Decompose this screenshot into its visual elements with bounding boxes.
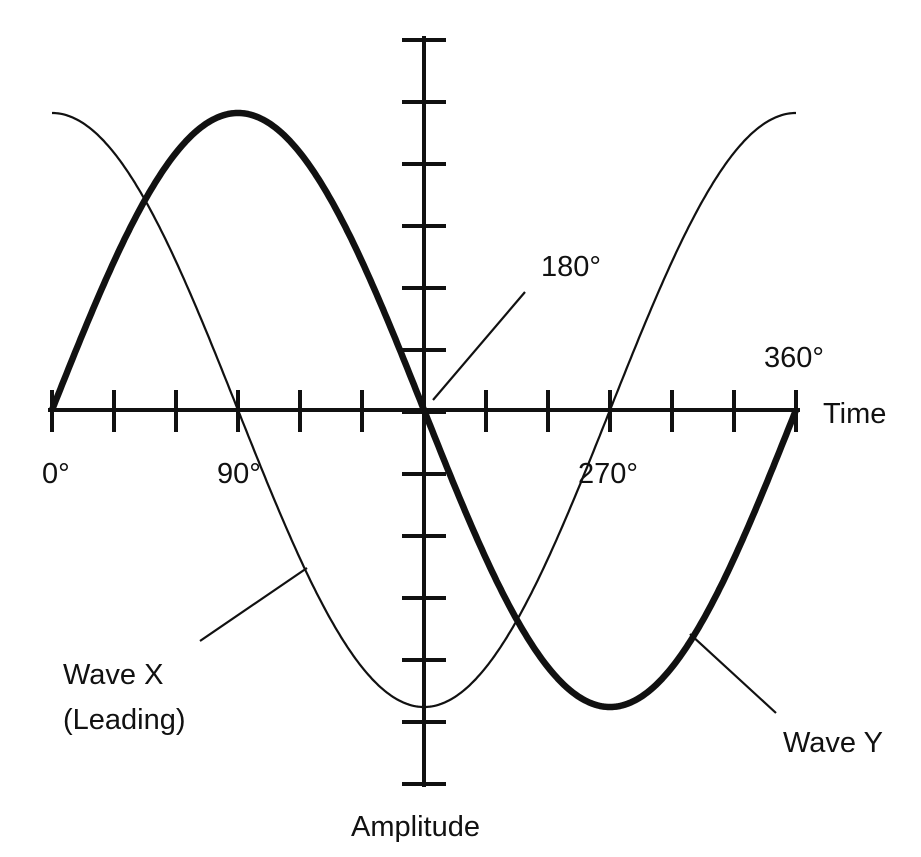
angle-label: 90° (217, 458, 261, 490)
wave-y-curve (48, 109, 800, 711)
wave-label: (Leading) (63, 704, 186, 736)
angle-label: 0° (42, 458, 70, 490)
angle-label: 270° (578, 458, 638, 490)
angle-label: 180° (541, 251, 601, 283)
leader-line (199, 567, 308, 642)
leader-line (432, 291, 526, 401)
wave-label: Wave X (63, 659, 163, 691)
axes (48, 36, 800, 787)
axis-label: Amplitude (351, 811, 480, 843)
angle-label: 360° (764, 342, 824, 374)
wave-label: Wave Y (783, 727, 883, 759)
wave-x-curve (52, 111, 796, 709)
leader-line (689, 633, 777, 714)
axis-label: Time (823, 398, 886, 430)
